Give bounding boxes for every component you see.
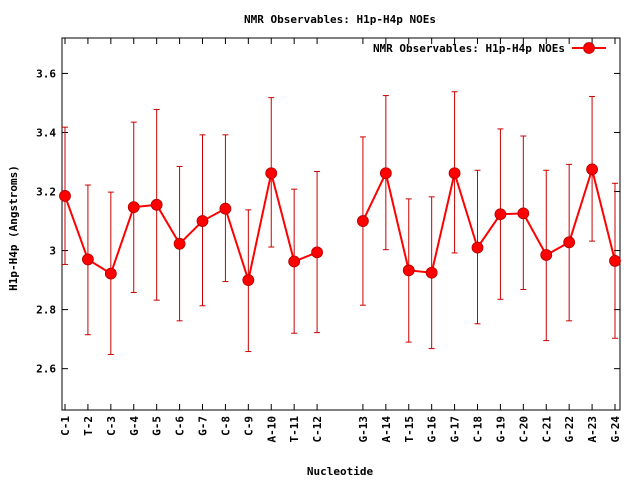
- legend: NMR Observables: H1p-H4p NOEs: [373, 42, 606, 55]
- x-tick-label: C-12: [311, 416, 324, 443]
- x-axis-ticks: C-1 T-2 C-3 G-4 G-5 C-6 G-7 C-8 C-9 A-10 T-11 C-12 G…: [59, 38, 622, 443]
- y-axis-ticks: 2.6 2.8 3 3.2 3.4 3.6: [36, 67, 620, 376]
- data-point: [357, 215, 369, 227]
- data-point: [425, 266, 438, 279]
- x-tick-label: G-4: [128, 416, 141, 436]
- plot-border: [61, 37, 621, 411]
- x-tick-label: G-19: [494, 416, 507, 443]
- data-point: [586, 163, 598, 176]
- data-point: [59, 190, 71, 202]
- data-point: [471, 241, 484, 254]
- error-bars: [62, 91, 618, 355]
- x-tick-label: G-5: [151, 416, 164, 436]
- series-points: [59, 163, 621, 286]
- y-axis-label: H1p-H4p (Angstroms): [7, 165, 20, 291]
- y-tick-label: 3.2: [36, 186, 56, 199]
- x-tick-label: C-9: [242, 416, 255, 436]
- x-tick-label: G-13: [357, 416, 370, 443]
- x-tick-label: C-18: [472, 416, 485, 443]
- x-tick-label: T-15: [403, 416, 416, 443]
- data-point: [196, 215, 209, 227]
- data-point: [173, 237, 186, 250]
- chart-title: NMR Observables: H1p-H4p NOEs: [244, 13, 436, 26]
- data-point: [494, 208, 507, 221]
- y-tick-label: 3: [49, 245, 56, 258]
- y-tick-label: 2.8: [36, 304, 56, 317]
- x-tick-label: T-2: [82, 416, 95, 436]
- data-point: [540, 249, 553, 261]
- plot-frame: [61, 37, 621, 411]
- data-point: [288, 255, 301, 268]
- data-point: [448, 167, 461, 180]
- x-tick-label: C-6: [174, 416, 187, 436]
- x-tick-label: T-11: [288, 416, 301, 443]
- x-tick-label: C-1: [59, 416, 72, 436]
- x-tick-label: G-16: [426, 416, 439, 443]
- x-axis-label: Nucleotide: [307, 465, 374, 478]
- data-point: [242, 274, 255, 286]
- data-point: [127, 201, 140, 214]
- x-tick-label: C-21: [540, 416, 553, 443]
- x-tick-label: A-23: [586, 416, 599, 443]
- data-point: [311, 246, 323, 259]
- data-point: [379, 167, 392, 180]
- x-tick-label: C-20: [517, 416, 530, 443]
- y-tick-label: 2.6: [36, 363, 56, 376]
- legend-marker: [583, 42, 595, 54]
- x-tick-label: G-24: [609, 416, 622, 443]
- series-line-segment: [64, 172, 318, 284]
- x-tick-label: G-22: [563, 416, 576, 443]
- x-tick-label: C-8: [219, 416, 232, 436]
- x-tick-label: C-3: [105, 416, 118, 436]
- data-point: [517, 207, 530, 220]
- series-line-segment: [362, 165, 616, 274]
- data-point: [265, 167, 278, 180]
- y-tick-label: 3.6: [36, 67, 56, 80]
- x-tick-label: G-17: [449, 416, 462, 443]
- x-tick-label: G-7: [197, 416, 210, 436]
- data-point: [609, 255, 621, 267]
- data-point: [219, 202, 232, 215]
- x-tick-label: A-10: [265, 416, 278, 443]
- x-tick-label: A-14: [380, 416, 393, 443]
- legend-label: NMR Observables: H1p-H4p NOEs: [373, 42, 565, 55]
- series-lines: [64, 165, 616, 284]
- data-point: [104, 267, 117, 280]
- data-point: [82, 253, 94, 266]
- y-tick-label: 3.4: [36, 126, 56, 139]
- data-point: [150, 198, 163, 211]
- data-point: [402, 264, 415, 277]
- data-point: [563, 236, 576, 249]
